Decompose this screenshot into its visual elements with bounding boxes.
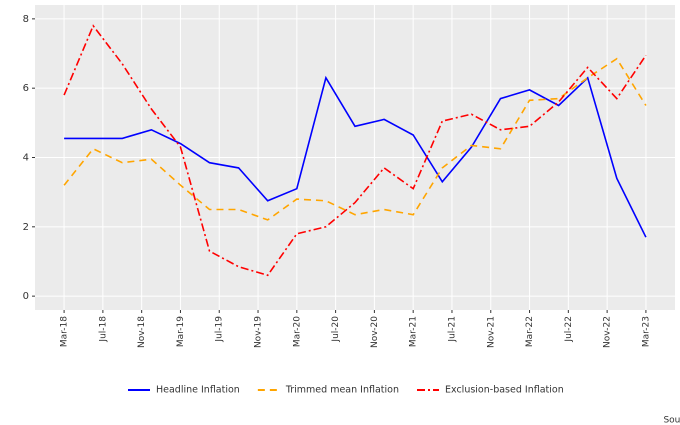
x-tick-label: Mar-22	[525, 316, 535, 347]
y-tick-label: 6	[23, 83, 29, 94]
x-tick-label: Mar-18	[60, 316, 70, 347]
x-tick-label: Mar-19	[176, 316, 186, 347]
legend-label: Trimmed mean Inflation	[285, 385, 399, 396]
y-tick-label: 2	[23, 222, 29, 233]
x-tick-label: Jul-20	[331, 316, 341, 343]
x-tick-label: Mar-21	[409, 316, 419, 347]
series-line	[64, 75, 647, 238]
series-line	[63, 57, 647, 221]
x-tick-label: Jul-19	[215, 316, 225, 343]
y-tick-label: 8	[23, 14, 29, 25]
x-tick-label: Jul-22	[564, 316, 574, 343]
source-note: Source:BPNC	[663, 416, 680, 425]
x-tick-label: Nov-22	[603, 316, 613, 348]
series-line	[63, 24, 647, 277]
x-tick-label: Mar-20	[292, 316, 302, 347]
x-tick-label: Jul-21	[447, 316, 457, 343]
legend-label: Headline Inflation	[156, 385, 240, 396]
y-tick-label: 4	[23, 153, 29, 164]
x-tick-label: Nov-21	[486, 316, 496, 348]
y-tick-label: 0	[23, 291, 29, 302]
x-tick-label: Nov-20	[370, 316, 380, 348]
legend-label: Exclusion-based Inflation	[445, 385, 564, 396]
x-tick-label: Nov-19	[254, 316, 264, 348]
x-tick-label: Nov-18	[137, 316, 147, 348]
x-tick-label: Jul-18	[98, 316, 108, 343]
x-tick-label: Mar-23	[641, 316, 651, 347]
